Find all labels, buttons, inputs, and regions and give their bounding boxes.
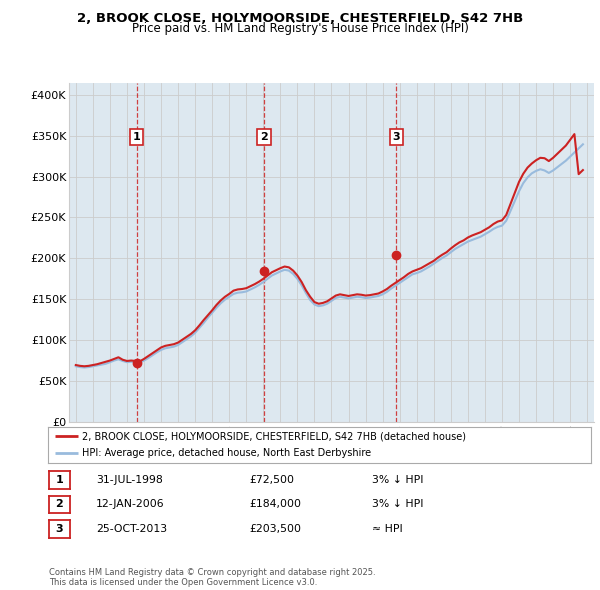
Text: 31-JUL-1998: 31-JUL-1998: [96, 475, 163, 484]
Text: £184,000: £184,000: [249, 500, 301, 509]
Text: 12-JAN-2006: 12-JAN-2006: [96, 500, 164, 509]
Text: ≈ HPI: ≈ HPI: [372, 525, 403, 534]
Text: 1: 1: [133, 132, 141, 142]
Text: HPI: Average price, detached house, North East Derbyshire: HPI: Average price, detached house, Nort…: [82, 448, 371, 458]
Text: 2, BROOK CLOSE, HOLYMOORSIDE, CHESTERFIELD, S42 7HB: 2, BROOK CLOSE, HOLYMOORSIDE, CHESTERFIE…: [77, 12, 523, 25]
Text: £72,500: £72,500: [249, 475, 294, 484]
Text: 1: 1: [56, 475, 63, 484]
Text: Contains HM Land Registry data © Crown copyright and database right 2025.
This d: Contains HM Land Registry data © Crown c…: [49, 568, 376, 587]
Text: £203,500: £203,500: [249, 525, 301, 534]
Text: 25-OCT-2013: 25-OCT-2013: [96, 525, 167, 534]
Text: 2, BROOK CLOSE, HOLYMOORSIDE, CHESTERFIELD, S42 7HB (detached house): 2, BROOK CLOSE, HOLYMOORSIDE, CHESTERFIE…: [82, 431, 466, 441]
Text: 3% ↓ HPI: 3% ↓ HPI: [372, 475, 424, 484]
Text: 2: 2: [56, 500, 63, 509]
Text: 3% ↓ HPI: 3% ↓ HPI: [372, 500, 424, 509]
Text: 2: 2: [260, 132, 268, 142]
Text: Price paid vs. HM Land Registry's House Price Index (HPI): Price paid vs. HM Land Registry's House …: [131, 22, 469, 35]
Text: 3: 3: [392, 132, 400, 142]
Text: 3: 3: [56, 525, 63, 534]
